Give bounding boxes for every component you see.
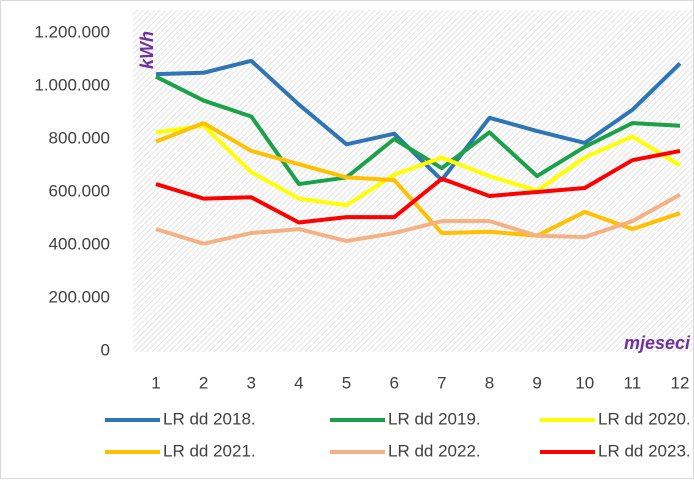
y-tick-label: 0 — [101, 340, 110, 359]
x-annotation: mjeseci — [624, 333, 691, 353]
x-tick-label: 2 — [199, 373, 208, 392]
legend-label: LR dd 2018. — [163, 409, 256, 428]
y-tick-label: 600.000 — [49, 181, 110, 200]
x-tick-label: 1 — [151, 373, 160, 392]
y-tick-label: 400.000 — [49, 234, 110, 253]
legend-label: LR dd 2023. — [598, 441, 691, 460]
x-tick-label: 3 — [247, 373, 256, 392]
series-line — [155, 192, 681, 246]
x-tick-label: 11 — [624, 373, 642, 392]
x-tick-label: 12 — [671, 373, 690, 392]
legend-label: LR dd 2020. — [598, 409, 691, 428]
y-tick-label: 200.000 — [49, 287, 110, 306]
plot-area — [133, 10, 693, 352]
legend-label: LR dd 2021. — [163, 441, 256, 460]
legend-label: LR dd 2019. — [388, 409, 481, 428]
y-annotation: kWh — [137, 31, 157, 69]
y-tick-label: 800.000 — [49, 128, 110, 147]
series-line — [155, 121, 681, 238]
legend-label: LR dd 2022. — [388, 441, 481, 460]
series-line — [155, 148, 681, 225]
x-tick-label: 8 — [485, 373, 494, 392]
y-tick-label: 1.200.000 — [34, 22, 110, 41]
x-tick-label: 9 — [532, 373, 541, 392]
series-line — [155, 74, 681, 187]
x-tick-label: 6 — [389, 373, 398, 392]
series-line — [155, 58, 682, 183]
x-tick-label: 7 — [437, 373, 446, 392]
x-tick-label: 10 — [575, 373, 594, 392]
x-tick-label: 5 — [342, 373, 351, 392]
y-tick-label: 1.000.000 — [34, 75, 110, 94]
series-line — [155, 123, 682, 208]
x-tick-label: 4 — [294, 373, 303, 392]
